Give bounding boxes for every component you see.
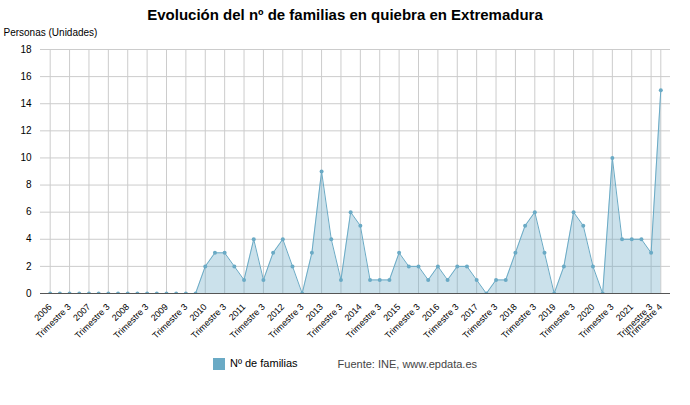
svg-text:6: 6	[26, 206, 32, 217]
svg-text:Trimestre 3: Trimestre 3	[189, 302, 228, 341]
svg-text:2013: 2013	[303, 301, 325, 323]
svg-text:2019: 2019	[536, 301, 558, 323]
svg-text:Trimestre 3: Trimestre 3	[383, 302, 422, 341]
svg-text:16: 16	[20, 71, 32, 82]
svg-text:Trimestre 3: Trimestre 3	[305, 302, 344, 341]
svg-text:8: 8	[26, 179, 32, 190]
html-text:Evolución del nº de familias e: Evolución del nº de familias en quiebra …	[147, 6, 543, 23]
svg-text:4: 4	[26, 233, 32, 244]
svg-text:2017: 2017	[458, 301, 481, 323]
svg-text:Trimestre 3: Trimestre 3	[150, 302, 189, 341]
svg-text:Trimestre 4: Trimestre 4	[625, 302, 664, 341]
svg-text:Trimestre 3: Trimestre 3	[460, 302, 499, 341]
svg-text:18: 18	[20, 44, 32, 55]
svg-text:Trimestre 3: Trimestre 3	[73, 302, 112, 341]
svg-text:Trimestre 3: Trimestre 3	[344, 302, 383, 341]
svg-text:2009: 2009	[148, 301, 170, 323]
svg-text:Trimestre 3: Trimestre 3	[615, 301, 655, 341]
svg-text:Trimestre 3: Trimestre 3	[422, 302, 461, 341]
svg-text:Trimestre 3: Trimestre 3	[577, 302, 616, 341]
svg-text:Trimestre 3: Trimestre 3	[499, 302, 538, 341]
svg-text:Personas (Unidades): Personas (Unidades)	[4, 27, 98, 38]
svg-text:12: 12	[20, 125, 32, 136]
svg-text:2015: 2015	[381, 301, 403, 323]
svg-text:Trimestre 3: Trimestre 3	[538, 302, 577, 341]
svg-text:2012: 2012	[265, 301, 287, 323]
svg-text:Trimestre 3: Trimestre 3	[112, 302, 151, 341]
svg-text:Trimestre 3: Trimestre 3	[267, 302, 306, 341]
html-text:Fuente: INE, www.epdata.es: Fuente: INE, www.epdata.es	[337, 357, 477, 370]
svg-text:Trimestre 3: Trimestre 3	[228, 302, 267, 341]
svg-text:2: 2	[26, 261, 32, 272]
svg-text:14: 14	[20, 98, 32, 109]
svg-text:2011: 2011	[226, 301, 248, 323]
svg-text:2008: 2008	[109, 301, 132, 323]
svg-text:2007: 2007	[71, 301, 93, 323]
svg-text:2014: 2014	[342, 301, 364, 323]
svg-text:2016: 2016	[420, 301, 442, 323]
svg-text:2021: 2021	[613, 301, 636, 323]
svg-text:0: 0	[26, 288, 32, 299]
svg-text:Trimestre 3: Trimestre 3	[34, 302, 73, 341]
html-text:Nº de familias: Nº de familias	[230, 357, 298, 369]
svg-text:2006: 2006	[32, 301, 54, 323]
svg-text:2010: 2010	[187, 301, 209, 323]
svg-text:2018: 2018	[497, 301, 519, 323]
svg-text:10: 10	[20, 152, 32, 163]
svg-text:2020: 2020	[575, 301, 597, 323]
